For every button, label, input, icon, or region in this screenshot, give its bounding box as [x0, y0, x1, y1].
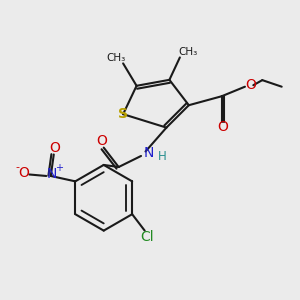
Text: N: N: [46, 167, 57, 182]
Text: CH₃: CH₃: [106, 53, 125, 63]
Text: -: -: [16, 162, 20, 172]
Text: O: O: [217, 120, 228, 134]
Text: N: N: [144, 146, 154, 160]
Text: H: H: [158, 150, 166, 164]
Text: O: O: [245, 78, 256, 92]
Text: CH₃: CH₃: [178, 47, 198, 57]
Text: +: +: [55, 163, 63, 172]
Text: S: S: [118, 107, 128, 121]
Text: O: O: [97, 134, 107, 148]
Text: O: O: [50, 141, 60, 155]
Text: Cl: Cl: [140, 230, 154, 244]
Text: O: O: [18, 166, 29, 180]
